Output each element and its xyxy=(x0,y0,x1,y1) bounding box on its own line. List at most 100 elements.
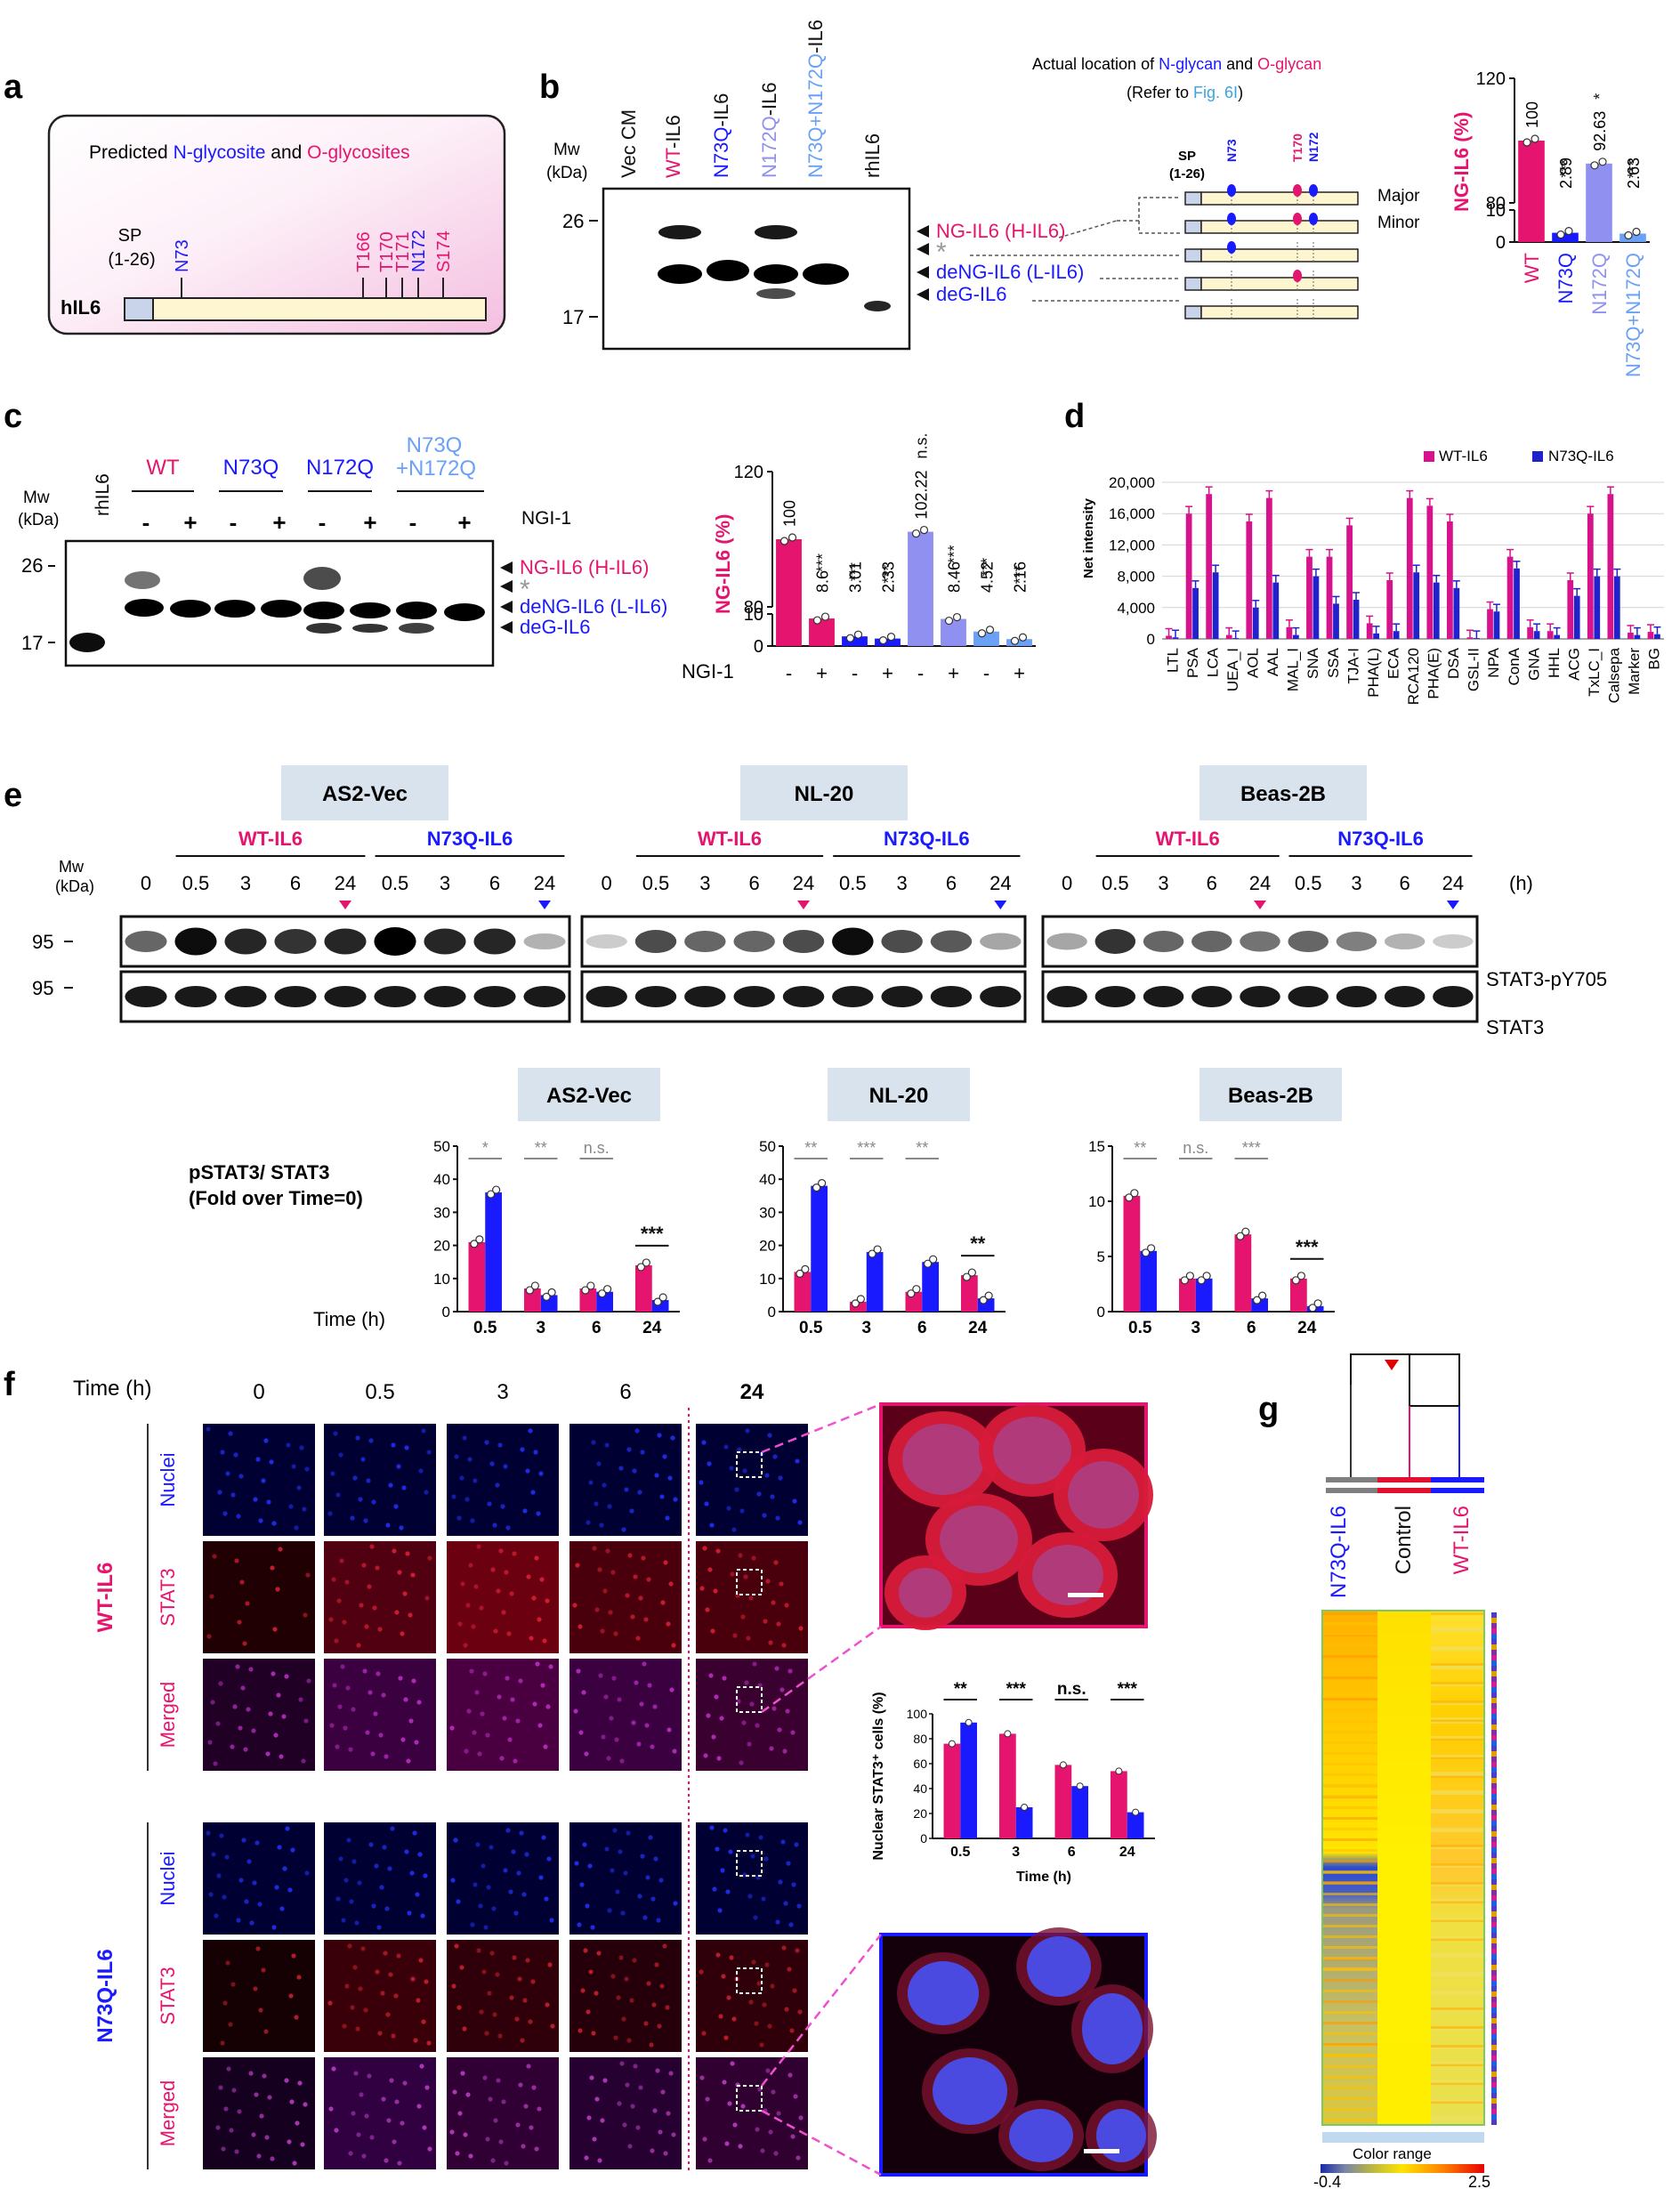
e-time: 6 xyxy=(1207,872,1217,894)
blot-band xyxy=(303,602,344,619)
f-cell-dot xyxy=(334,2128,339,2133)
f-cell-dot xyxy=(206,1634,212,1639)
g-heat-stripe xyxy=(1322,1622,1377,1625)
d-xcat: UEA_I xyxy=(1224,648,1241,691)
g-side-annotation xyxy=(1491,1810,1497,1815)
f-cell-dot xyxy=(592,1546,597,1551)
g-heat-stripe xyxy=(1431,1828,1484,1830)
e-point xyxy=(962,1272,971,1281)
f-cell-dot xyxy=(464,1497,470,1502)
f-cell-dot xyxy=(394,2099,400,2104)
b-band-labels: NG-IL6 (H-IL6)*deNG-IL6 (L-IL6)deG-IL6 xyxy=(917,197,1180,305)
e-point xyxy=(642,1258,650,1267)
f-cell-dot xyxy=(510,1697,515,1702)
f-cell-dot xyxy=(342,1620,347,1625)
e-ytick: 5 xyxy=(1097,1248,1105,1265)
f-cell-dot xyxy=(778,1879,783,1885)
g-side-annotation xyxy=(1491,1762,1497,1767)
f-cell-dot xyxy=(798,2115,804,2120)
f-cell-dot xyxy=(421,1428,426,1434)
g-heat-stripe xyxy=(1322,1925,1377,1927)
e-band xyxy=(1046,986,1087,1007)
f-cell-dot xyxy=(353,2071,359,2076)
d-bar xyxy=(1466,637,1474,639)
f-cell-dot xyxy=(350,1515,355,1521)
e-chart-header-box xyxy=(518,1068,660,1121)
b-lane-2: N73Q-IL6 xyxy=(710,93,732,178)
f-cell-dot xyxy=(663,2151,668,2156)
f-cell-dot xyxy=(261,1967,266,1973)
e-band xyxy=(1094,986,1136,1007)
g-heat-stripe xyxy=(1322,1708,1377,1711)
g-side-annotation xyxy=(1491,1666,1497,1671)
f-cell-dot xyxy=(358,1986,363,1991)
f-cell-dot xyxy=(416,1700,422,1705)
f-cell-dot xyxy=(617,2101,622,2106)
f-cell-dot xyxy=(381,1692,386,1698)
f-cell-dot xyxy=(659,1494,665,1499)
f-cell-dot xyxy=(410,1976,416,1982)
g-heat-stripe xyxy=(1431,1918,1484,1920)
f-cell-dot xyxy=(375,1969,380,1975)
g-heat-stripe xyxy=(1322,1784,1377,1787)
e-bar xyxy=(794,1272,812,1312)
g-side-annotation xyxy=(1491,2018,1497,2023)
e-point xyxy=(487,1190,496,1199)
f-cell-dot xyxy=(222,1894,227,1900)
f-cell-dot xyxy=(781,1643,787,1648)
arrowhead xyxy=(500,580,513,593)
d-bar xyxy=(1225,634,1232,639)
f-cell-dot xyxy=(629,1508,634,1514)
f-cell-dot xyxy=(462,2026,467,2031)
e-ytick: 30 xyxy=(759,1204,776,1221)
g-side-annotation xyxy=(1491,1890,1497,1895)
e-bar xyxy=(468,1241,486,1312)
f-cell-dot xyxy=(788,2072,793,2078)
map-gene xyxy=(1200,248,1359,263)
point xyxy=(1556,230,1565,239)
g-heat-stripe xyxy=(1322,1914,1377,1917)
b-xcat-3: N73Q+N172Q xyxy=(1622,253,1644,377)
d-bar xyxy=(1433,582,1440,639)
f-cell-dot xyxy=(479,1605,484,1611)
f-cell-dot xyxy=(784,2007,789,2012)
f-zoom-box xyxy=(736,1451,763,1478)
e-band xyxy=(1433,934,1474,949)
g-side-annotation xyxy=(1491,1922,1497,1927)
e-time: 0 xyxy=(141,872,151,894)
f-sig: *** xyxy=(1118,1680,1138,1699)
d-bar xyxy=(1252,607,1259,639)
d-bar xyxy=(1246,521,1253,639)
fig-6i-link[interactable]: Fig. 6I xyxy=(1193,84,1238,101)
f-cell-dot xyxy=(537,2106,542,2112)
f-cell-dot xyxy=(758,1835,763,1840)
f-cell-dot xyxy=(522,1998,528,2003)
f-cell-dot xyxy=(460,1581,465,1587)
f-cell-dot xyxy=(633,1574,638,1579)
g-side-annotation xyxy=(1491,2040,1497,2045)
f-cell-dot xyxy=(348,2151,353,2156)
e-wt-label: WT-IL6 xyxy=(698,828,762,850)
e-band xyxy=(684,986,726,1007)
f-cell-dot xyxy=(356,1643,361,1648)
f-cell-dot xyxy=(272,1627,278,1632)
f-cell-dot xyxy=(672,1749,677,1754)
b-xcat-2: N172Q xyxy=(1588,253,1611,315)
f-cell-dot xyxy=(792,1988,797,1993)
f-cell-dot xyxy=(627,2144,633,2149)
f-cell-dot xyxy=(738,1553,743,1558)
f-cell-dot xyxy=(451,1494,456,1499)
f-cell-dot xyxy=(475,1842,481,1847)
f-cell-dot xyxy=(581,1690,586,1695)
f-cell-dot xyxy=(588,1969,594,1975)
blot-band xyxy=(756,288,796,299)
glycan-dot xyxy=(1227,184,1236,197)
f-bar xyxy=(1054,1765,1072,1838)
g-heat-stripe xyxy=(1322,1741,1377,1744)
g-side-annotation xyxy=(1491,2013,1497,2018)
e-bar xyxy=(579,1288,597,1312)
f-cell-dot xyxy=(344,1579,350,1585)
f-cell-dot xyxy=(400,1737,406,1742)
f-cell-dot xyxy=(705,1607,710,1612)
b-map-ref: (Refer to Fig. 6I) xyxy=(1127,84,1243,101)
